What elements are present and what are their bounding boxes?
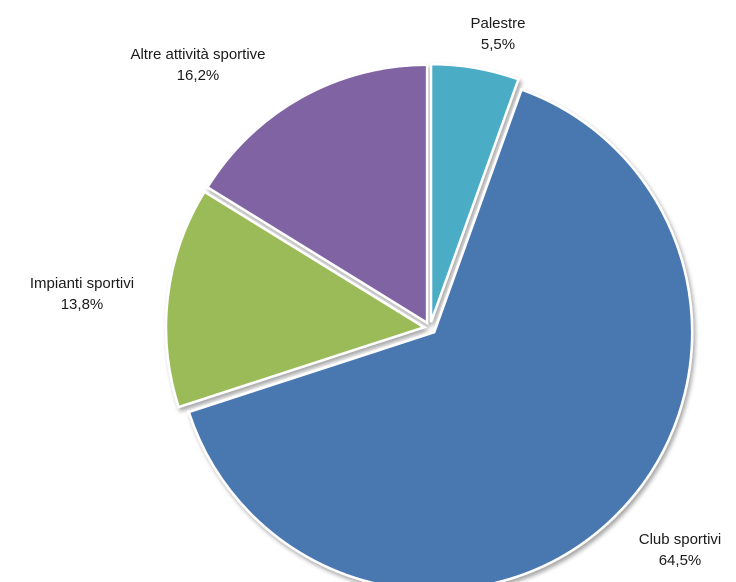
slice-value-label: 5,5%	[481, 36, 515, 53]
pie-slice-palestre	[429, 62, 521, 323]
pie-slice-altre-attivit-sportive	[205, 63, 429, 326]
slice-label: Palestre 5,5%	[470, 15, 525, 53]
pie-slice-club-sportivi	[187, 87, 694, 582]
slice-category-label: Palestre	[470, 15, 525, 32]
slice-category-label: Club sportivi	[639, 531, 722, 548]
slice-category-label: Altre attività sportive	[130, 46, 265, 63]
pie-slice-impianti-sportivi	[164, 190, 427, 409]
pie-slices	[164, 62, 694, 582]
slice-category-label: Impianti sportivi	[30, 275, 134, 292]
slice-label: Altre attività sportive 16,2%	[130, 46, 265, 84]
slice-value-label: 13,8%	[61, 296, 104, 313]
slice-value-label: 64,5%	[659, 552, 702, 569]
slice-label: Impianti sportivi 13,8%	[30, 275, 134, 313]
slice-label: Club sportivi 64,5%	[639, 531, 722, 569]
pie-labels: Palestre 5,5% Club sportivi 64,5% Impianti s…	[30, 15, 721, 569]
slice-value-label: 16,2%	[177, 67, 220, 84]
